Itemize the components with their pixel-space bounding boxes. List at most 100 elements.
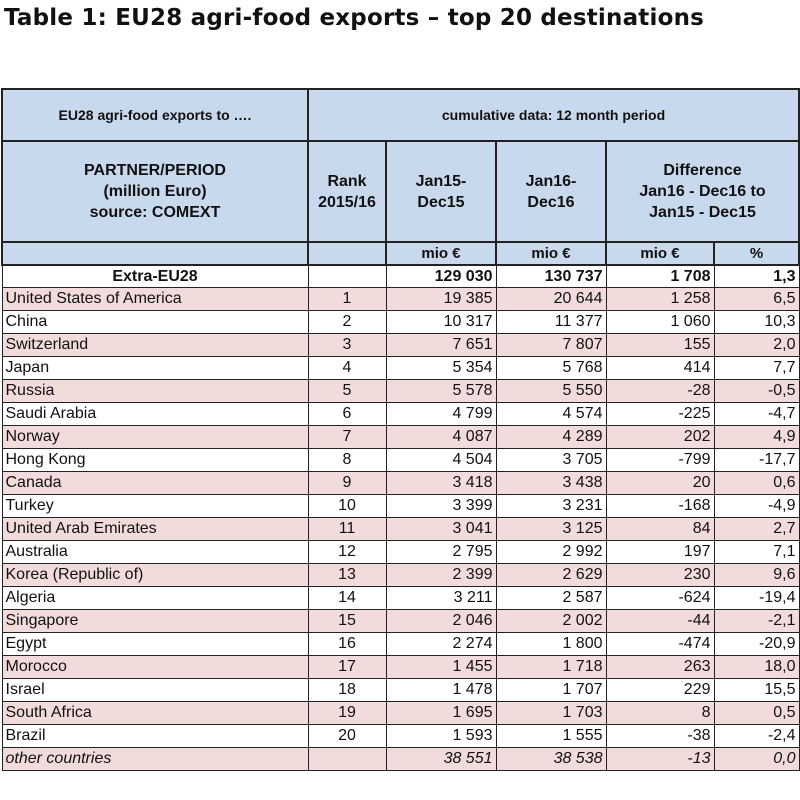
other-rank bbox=[307, 747, 387, 771]
table-row: Saudi Arabia 6 4 799 4 574 -225 -4,7 bbox=[1, 402, 800, 426]
country-value-2015: 1 455 bbox=[385, 655, 497, 679]
country-percent: 18,0 bbox=[713, 655, 800, 679]
country-rank: 17 bbox=[307, 655, 387, 679]
country-name: Algeria bbox=[1, 586, 309, 610]
partner-period-header: PARTNER/PERIOD (million Euro) source: CO… bbox=[1, 140, 309, 243]
country-value-2016: 4 574 bbox=[495, 402, 607, 426]
country-value-2015: 3 211 bbox=[385, 586, 497, 610]
period2-line-2: Dec16 bbox=[527, 193, 575, 211]
unit-mio-3: mio € bbox=[605, 241, 715, 266]
country-difference: 229 bbox=[605, 678, 715, 702]
country-name: South Africa bbox=[1, 701, 309, 725]
country-percent: -4,9 bbox=[713, 494, 800, 518]
country-percent: 4,9 bbox=[713, 425, 800, 449]
country-value-2016: 3 125 bbox=[495, 517, 607, 541]
difference-line-1: Difference bbox=[663, 162, 742, 179]
country-value-2016: 2 002 bbox=[495, 609, 607, 633]
country-difference: 155 bbox=[605, 333, 715, 357]
difference-header: Difference Jan16 - Dec16 to Jan15 - Dec1… bbox=[604, 140, 800, 243]
table-row: Canada 9 3 418 3 438 20 0,6 bbox=[1, 471, 800, 495]
table-title: Table 1: EU28 agri-food exports – top 20… bbox=[4, 5, 705, 31]
country-value-2015: 10 317 bbox=[385, 310, 497, 334]
cumulative-header: cumulative data: 12 month period bbox=[306, 88, 800, 142]
country-rank: 3 bbox=[307, 333, 387, 357]
other-v15: 38 551 bbox=[385, 747, 497, 771]
country-value-2016: 5 768 bbox=[495, 356, 607, 380]
country-value-2015: 3 041 bbox=[385, 517, 497, 541]
country-name: Saudi Arabia bbox=[1, 402, 309, 426]
country-name: Egypt bbox=[1, 632, 309, 656]
unit-percent: % bbox=[712, 241, 800, 266]
country-name: United States of America bbox=[1, 287, 309, 311]
table-row: Korea (Republic of) 13 2 399 2 629 230 9,6 bbox=[1, 563, 800, 587]
country-value-2015: 3 418 bbox=[385, 471, 497, 495]
table-row: Israel 18 1 478 1 707 229 15,5 bbox=[1, 678, 800, 702]
total-v15: 129 030 bbox=[385, 264, 497, 288]
country-value-2016: 3 438 bbox=[495, 471, 607, 495]
country-rank: 2 bbox=[307, 310, 387, 334]
country-value-2016: 1 707 bbox=[495, 678, 607, 702]
country-name: Switzerland bbox=[1, 333, 309, 357]
period1-line-2: Dec15 bbox=[417, 193, 465, 211]
country-percent: 15,5 bbox=[713, 678, 800, 702]
country-value-2016: 1 718 bbox=[495, 655, 607, 679]
rank-header: Rank 2015/16 bbox=[307, 140, 387, 243]
country-value-2015: 19 385 bbox=[385, 287, 497, 311]
country-value-2015: 1 478 bbox=[385, 678, 497, 702]
country-difference: -38 bbox=[605, 724, 715, 748]
country-name: Norway bbox=[1, 425, 309, 449]
header-row-top: EU28 agri-food exports to …. cumulative … bbox=[1, 88, 800, 142]
country-rank: 8 bbox=[307, 448, 387, 472]
total-diff: 1 708 bbox=[605, 264, 715, 288]
header-row-columns: PARTNER/PERIOD (million Euro) source: CO… bbox=[1, 140, 800, 243]
total-rank bbox=[307, 264, 387, 288]
country-name: Brazil bbox=[1, 724, 309, 748]
other-v16: 38 538 bbox=[495, 747, 607, 771]
country-rank: 7 bbox=[307, 425, 387, 449]
table-row: Morocco 17 1 455 1 718 263 18,0 bbox=[1, 655, 800, 679]
country-value-2016: 1 555 bbox=[495, 724, 607, 748]
rank-line-1: Rank bbox=[327, 172, 367, 190]
partner-line-3: source: COMEXT bbox=[89, 204, 221, 221]
partner-line-2: (million Euro) bbox=[103, 183, 207, 200]
country-value-2016: 11 377 bbox=[495, 310, 607, 334]
country-rank: 4 bbox=[307, 356, 387, 380]
country-percent: 0,5 bbox=[713, 701, 800, 725]
country-rank: 13 bbox=[307, 563, 387, 587]
country-value-2015: 3 399 bbox=[385, 494, 497, 518]
country-value-2015: 7 651 bbox=[385, 333, 497, 357]
table-row: Singapore 15 2 046 2 002 -44 -2,1 bbox=[1, 609, 800, 633]
country-difference: -28 bbox=[605, 379, 715, 403]
other-diff: -13 bbox=[605, 747, 715, 771]
country-percent: 2,7 bbox=[713, 517, 800, 541]
country-difference: 8 bbox=[605, 701, 715, 725]
country-rank: 18 bbox=[307, 678, 387, 702]
other-name: other countries bbox=[1, 747, 309, 771]
table-row: Turkey 10 3 399 3 231 -168 -4,9 bbox=[1, 494, 800, 518]
other-countries-row: other countries 38 551 38 538 -13 0,0 bbox=[1, 747, 800, 771]
country-name: Canada bbox=[1, 471, 309, 495]
country-difference: 84 bbox=[605, 517, 715, 541]
country-name: Morocco bbox=[1, 655, 309, 679]
country-rank: 5 bbox=[307, 379, 387, 403]
country-value-2015: 2 399 bbox=[385, 563, 497, 587]
country-rank: 1 bbox=[307, 287, 387, 311]
country-value-2016: 3 705 bbox=[495, 448, 607, 472]
country-value-2016: 7 807 bbox=[495, 333, 607, 357]
country-name: Hong Kong bbox=[1, 448, 309, 472]
country-difference: 414 bbox=[605, 356, 715, 380]
country-difference: 197 bbox=[605, 540, 715, 564]
country-name: Korea (Republic of) bbox=[1, 563, 309, 587]
country-value-2015: 4 504 bbox=[385, 448, 497, 472]
country-name: United Arab Emirates bbox=[1, 517, 309, 541]
country-name: Russia bbox=[1, 379, 309, 403]
period2-header: Jan16- Dec16 bbox=[495, 140, 607, 243]
country-value-2016: 2 992 bbox=[495, 540, 607, 564]
country-percent: -4,7 bbox=[713, 402, 800, 426]
country-value-2015: 5 578 bbox=[385, 379, 497, 403]
country-percent: -0,5 bbox=[713, 379, 800, 403]
country-value-2015: 1 593 bbox=[385, 724, 497, 748]
country-percent: -17,7 bbox=[713, 448, 800, 472]
partner-line-1: PARTNER/PERIOD bbox=[84, 162, 226, 179]
total-v16: 130 737 bbox=[495, 264, 607, 288]
